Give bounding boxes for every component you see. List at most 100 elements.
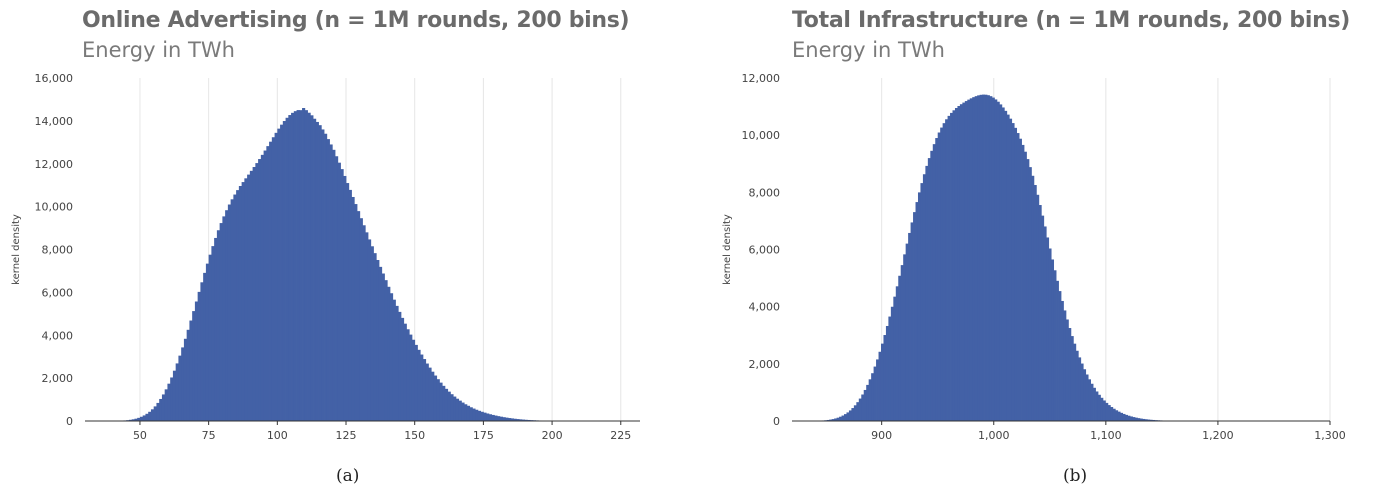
- x-tick-label: 1,200: [1202, 429, 1234, 442]
- y-tick-label: 12,000: [35, 158, 74, 171]
- histogram-bar: [1004, 110, 1008, 421]
- histogram-bar: [326, 139, 330, 422]
- histogram-bar: [425, 363, 429, 421]
- histogram-bar: [1019, 138, 1022, 421]
- histogram-bar: [1046, 237, 1050, 421]
- histogram-bar: [480, 411, 484, 421]
- x-tick-label: 75: [202, 429, 216, 442]
- histogram-bar: [483, 412, 487, 421]
- histogram-bar: [318, 125, 322, 421]
- y-tick-label: 0: [773, 415, 780, 428]
- histogram-bar: [516, 419, 520, 421]
- histogram-bar: [1006, 114, 1010, 422]
- histogram-bar: [898, 275, 902, 421]
- chart-panel-a: Online Advertising (n = 1M rounds, 200 b…: [0, 0, 680, 490]
- histogram-bar: [1142, 418, 1146, 421]
- y-axis-label: kernel density: [722, 214, 733, 285]
- histogram-bar: [453, 396, 457, 421]
- chart-title: Online Advertising (n = 1M rounds, 200 b…: [82, 8, 630, 33]
- histogram-bar: [1125, 414, 1128, 421]
- histogram-bar: [293, 111, 297, 421]
- histogram-bar: [192, 311, 196, 421]
- histogram-bar: [952, 110, 956, 421]
- histogram-bar: [381, 273, 385, 421]
- y-tick-label: 6,000: [42, 286, 74, 299]
- histogram-bar: [258, 159, 262, 421]
- histogram-bar: [915, 202, 919, 421]
- histogram-bar: [999, 104, 1003, 421]
- histogram-bar: [967, 99, 971, 422]
- histogram-bar: [378, 266, 383, 421]
- histogram-bar: [1122, 413, 1126, 421]
- histogram-bar: [903, 254, 907, 421]
- histogram-bar: [908, 232, 911, 421]
- histogram-bar: [288, 115, 292, 421]
- histogram-bar: [324, 133, 328, 422]
- histogram-bar: [439, 382, 443, 421]
- histogram-bar: [932, 144, 936, 421]
- histogram-bar: [354, 204, 358, 421]
- histogram-bar: [1120, 412, 1124, 421]
- histogram-bar: [475, 409, 479, 421]
- histogram-bar: [497, 416, 501, 421]
- histogram-bar: [1130, 416, 1133, 421]
- histogram-bar: [1031, 175, 1035, 421]
- histogram-bar: [428, 367, 432, 421]
- histogram-bar: [156, 402, 160, 421]
- histogram-bar: [260, 154, 264, 421]
- histogram-bar: [280, 124, 284, 422]
- histogram-bar: [937, 132, 941, 421]
- histogram-bar: [1065, 319, 1069, 421]
- histogram-bar: [282, 121, 286, 422]
- histogram-bar: [450, 394, 454, 421]
- histogram-bar: [172, 370, 177, 421]
- histogram-bar: [337, 162, 341, 421]
- histogram-bar: [236, 190, 240, 421]
- histogram-bar: [444, 388, 449, 421]
- histogram-bar: [296, 110, 300, 422]
- histogram-bar: [395, 305, 399, 421]
- histogram-bar: [969, 98, 973, 421]
- histogram-bar: [883, 335, 887, 421]
- histogram-bar: [376, 260, 380, 421]
- histogram-bar: [1075, 350, 1079, 421]
- histogram-bar: [315, 121, 319, 422]
- x-tick-label: 150: [404, 429, 425, 442]
- histogram-bar: [134, 418, 138, 421]
- histogram-bar: [197, 291, 201, 421]
- histogram-bar: [400, 317, 405, 421]
- histogram-bar: [417, 349, 421, 421]
- histogram-bar: [863, 389, 867, 421]
- histogram-bar: [1134, 417, 1138, 421]
- y-tick-label: 4,000: [749, 301, 781, 314]
- histogram-bar: [357, 211, 361, 421]
- histogram-bar: [1028, 167, 1032, 421]
- histogram-bar: [340, 169, 344, 421]
- histogram-bar: [170, 377, 174, 421]
- y-axis-label: kernel density: [11, 214, 22, 285]
- bars: [112, 108, 569, 422]
- histogram-bar: [398, 311, 402, 421]
- histogram-bar: [1144, 419, 1148, 421]
- y-tick-label: 4,000: [42, 329, 74, 342]
- histogram-bar: [888, 316, 892, 421]
- y-tick-label: 10,000: [35, 201, 74, 214]
- histogram-bar: [420, 354, 424, 421]
- histogram-bar: [164, 389, 168, 421]
- histogram-bar: [876, 359, 879, 421]
- x-tick-label: 100: [267, 429, 288, 442]
- histogram-bar: [458, 400, 462, 421]
- histogram-bar: [332, 149, 336, 422]
- histogram-bar: [885, 325, 889, 421]
- histogram-bar: [216, 230, 221, 421]
- histogram-bar: [1078, 357, 1082, 421]
- histogram-bar: [925, 165, 929, 421]
- histogram-bar: [189, 320, 193, 421]
- figure-caption: (b): [1063, 466, 1088, 486]
- histogram-bar: [513, 418, 517, 421]
- histogram-bar: [831, 419, 835, 421]
- histogram-bar: [373, 253, 377, 421]
- histogram-bar: [861, 394, 865, 421]
- histogram-bar: [178, 355, 182, 421]
- histogram-bar: [856, 402, 860, 421]
